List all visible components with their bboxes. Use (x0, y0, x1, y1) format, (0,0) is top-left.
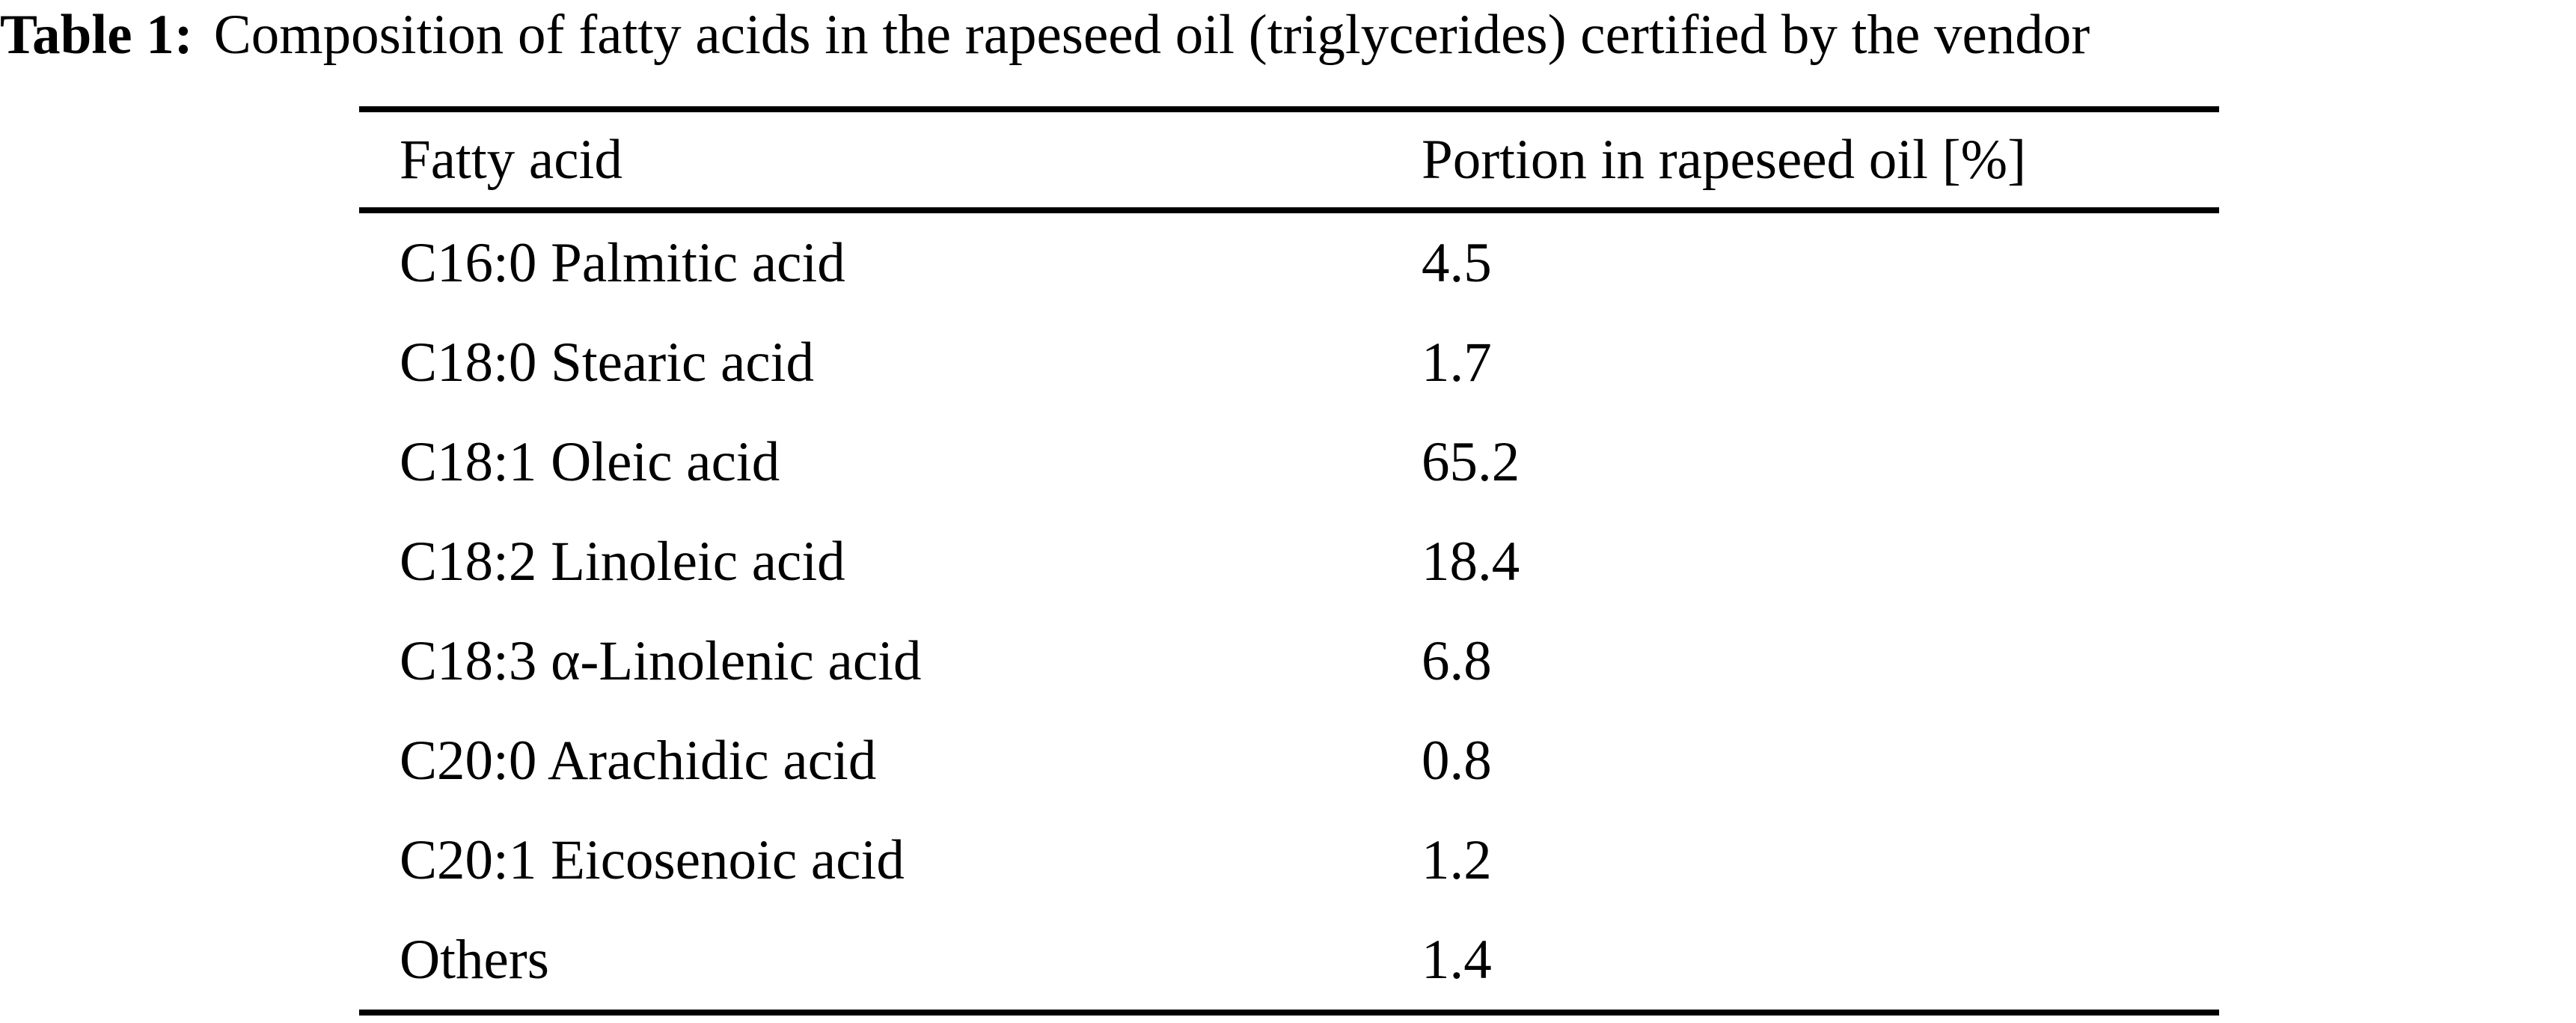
fatty-acid-name: C18:1 Oleic acid (400, 431, 780, 493)
table-row: C20:0 Arachidic acid 0.8 (359, 711, 2219, 810)
portion-value: 65.2 (1422, 431, 1520, 493)
portion-value: 4.5 (1422, 232, 1492, 294)
column-header-portion: Portion in rapeseed oil [%] (1422, 129, 2027, 191)
portion-value: 1.4 (1422, 929, 1492, 991)
fatty-acid-table: Fatty acid Portion in rapeseed oil [%] C… (359, 106, 2219, 1016)
table-caption: Table 1: Composition of fatty acids in th… (0, 1, 2576, 69)
portion-value: 6.8 (1422, 630, 1492, 692)
fatty-acid-name: C18:2 Linoleic acid (400, 531, 845, 593)
portion-value: 0.8 (1422, 730, 1492, 792)
table-row: Others 1.4 (359, 910, 2219, 1010)
fatty-acid-name: C18:3 α-Linolenic acid (400, 630, 922, 692)
table-row: C20:1 Eicosenoic acid 1.2 (359, 810, 2219, 910)
table-row: C16:0 Palmitic acid 4.5 (359, 213, 2219, 313)
portion-value: 18.4 (1422, 531, 1520, 593)
table-caption-label: Table 1: (0, 4, 193, 66)
table-row: C18:2 Linoleic acid 18.4 (359, 512, 2219, 611)
fatty-acid-name: C20:0 Arachidic acid (400, 730, 877, 792)
table-row: C18:1 Oleic acid 65.2 (359, 412, 2219, 512)
fatty-acid-name: C18:0 Stearic acid (400, 332, 815, 394)
table-caption-text: Composition of fatty acids in the rapese… (213, 4, 2090, 66)
portion-value: 1.7 (1422, 332, 1492, 394)
fatty-acid-name: C16:0 Palmitic acid (400, 232, 845, 294)
table-row: C18:3 α-Linolenic acid 6.8 (359, 611, 2219, 711)
portion-value: 1.2 (1422, 829, 1492, 891)
table-header-row: Fatty acid Portion in rapeseed oil [%] (359, 112, 2219, 213)
table-row: C18:0 Stearic acid 1.7 (359, 313, 2219, 412)
fatty-acid-name: Others (400, 929, 549, 991)
column-header-fatty-acid: Fatty acid (400, 129, 622, 191)
fatty-acid-name: C20:1 Eicosenoic acid (400, 829, 905, 891)
